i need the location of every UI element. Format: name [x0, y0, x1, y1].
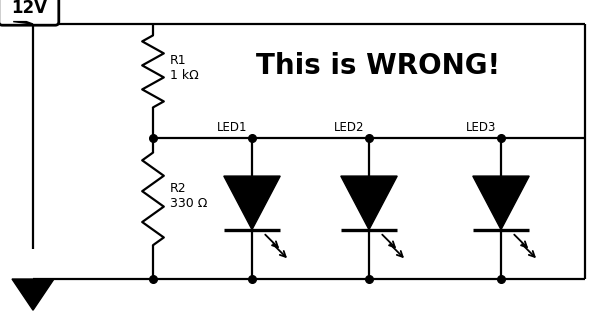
Text: 12V: 12V: [11, 0, 47, 17]
Polygon shape: [341, 176, 397, 230]
Text: R2
330 Ω: R2 330 Ω: [170, 182, 207, 210]
Polygon shape: [473, 176, 529, 230]
Polygon shape: [12, 279, 54, 310]
Text: R1
1 kΩ: R1 1 kΩ: [170, 54, 199, 82]
Polygon shape: [224, 176, 280, 230]
FancyBboxPatch shape: [0, 0, 59, 25]
Polygon shape: [13, 22, 33, 24]
Text: LED3: LED3: [466, 122, 496, 134]
Text: This is WRONG!: This is WRONG!: [256, 52, 500, 80]
Text: LED2: LED2: [334, 122, 364, 134]
Text: LED1: LED1: [217, 122, 247, 134]
